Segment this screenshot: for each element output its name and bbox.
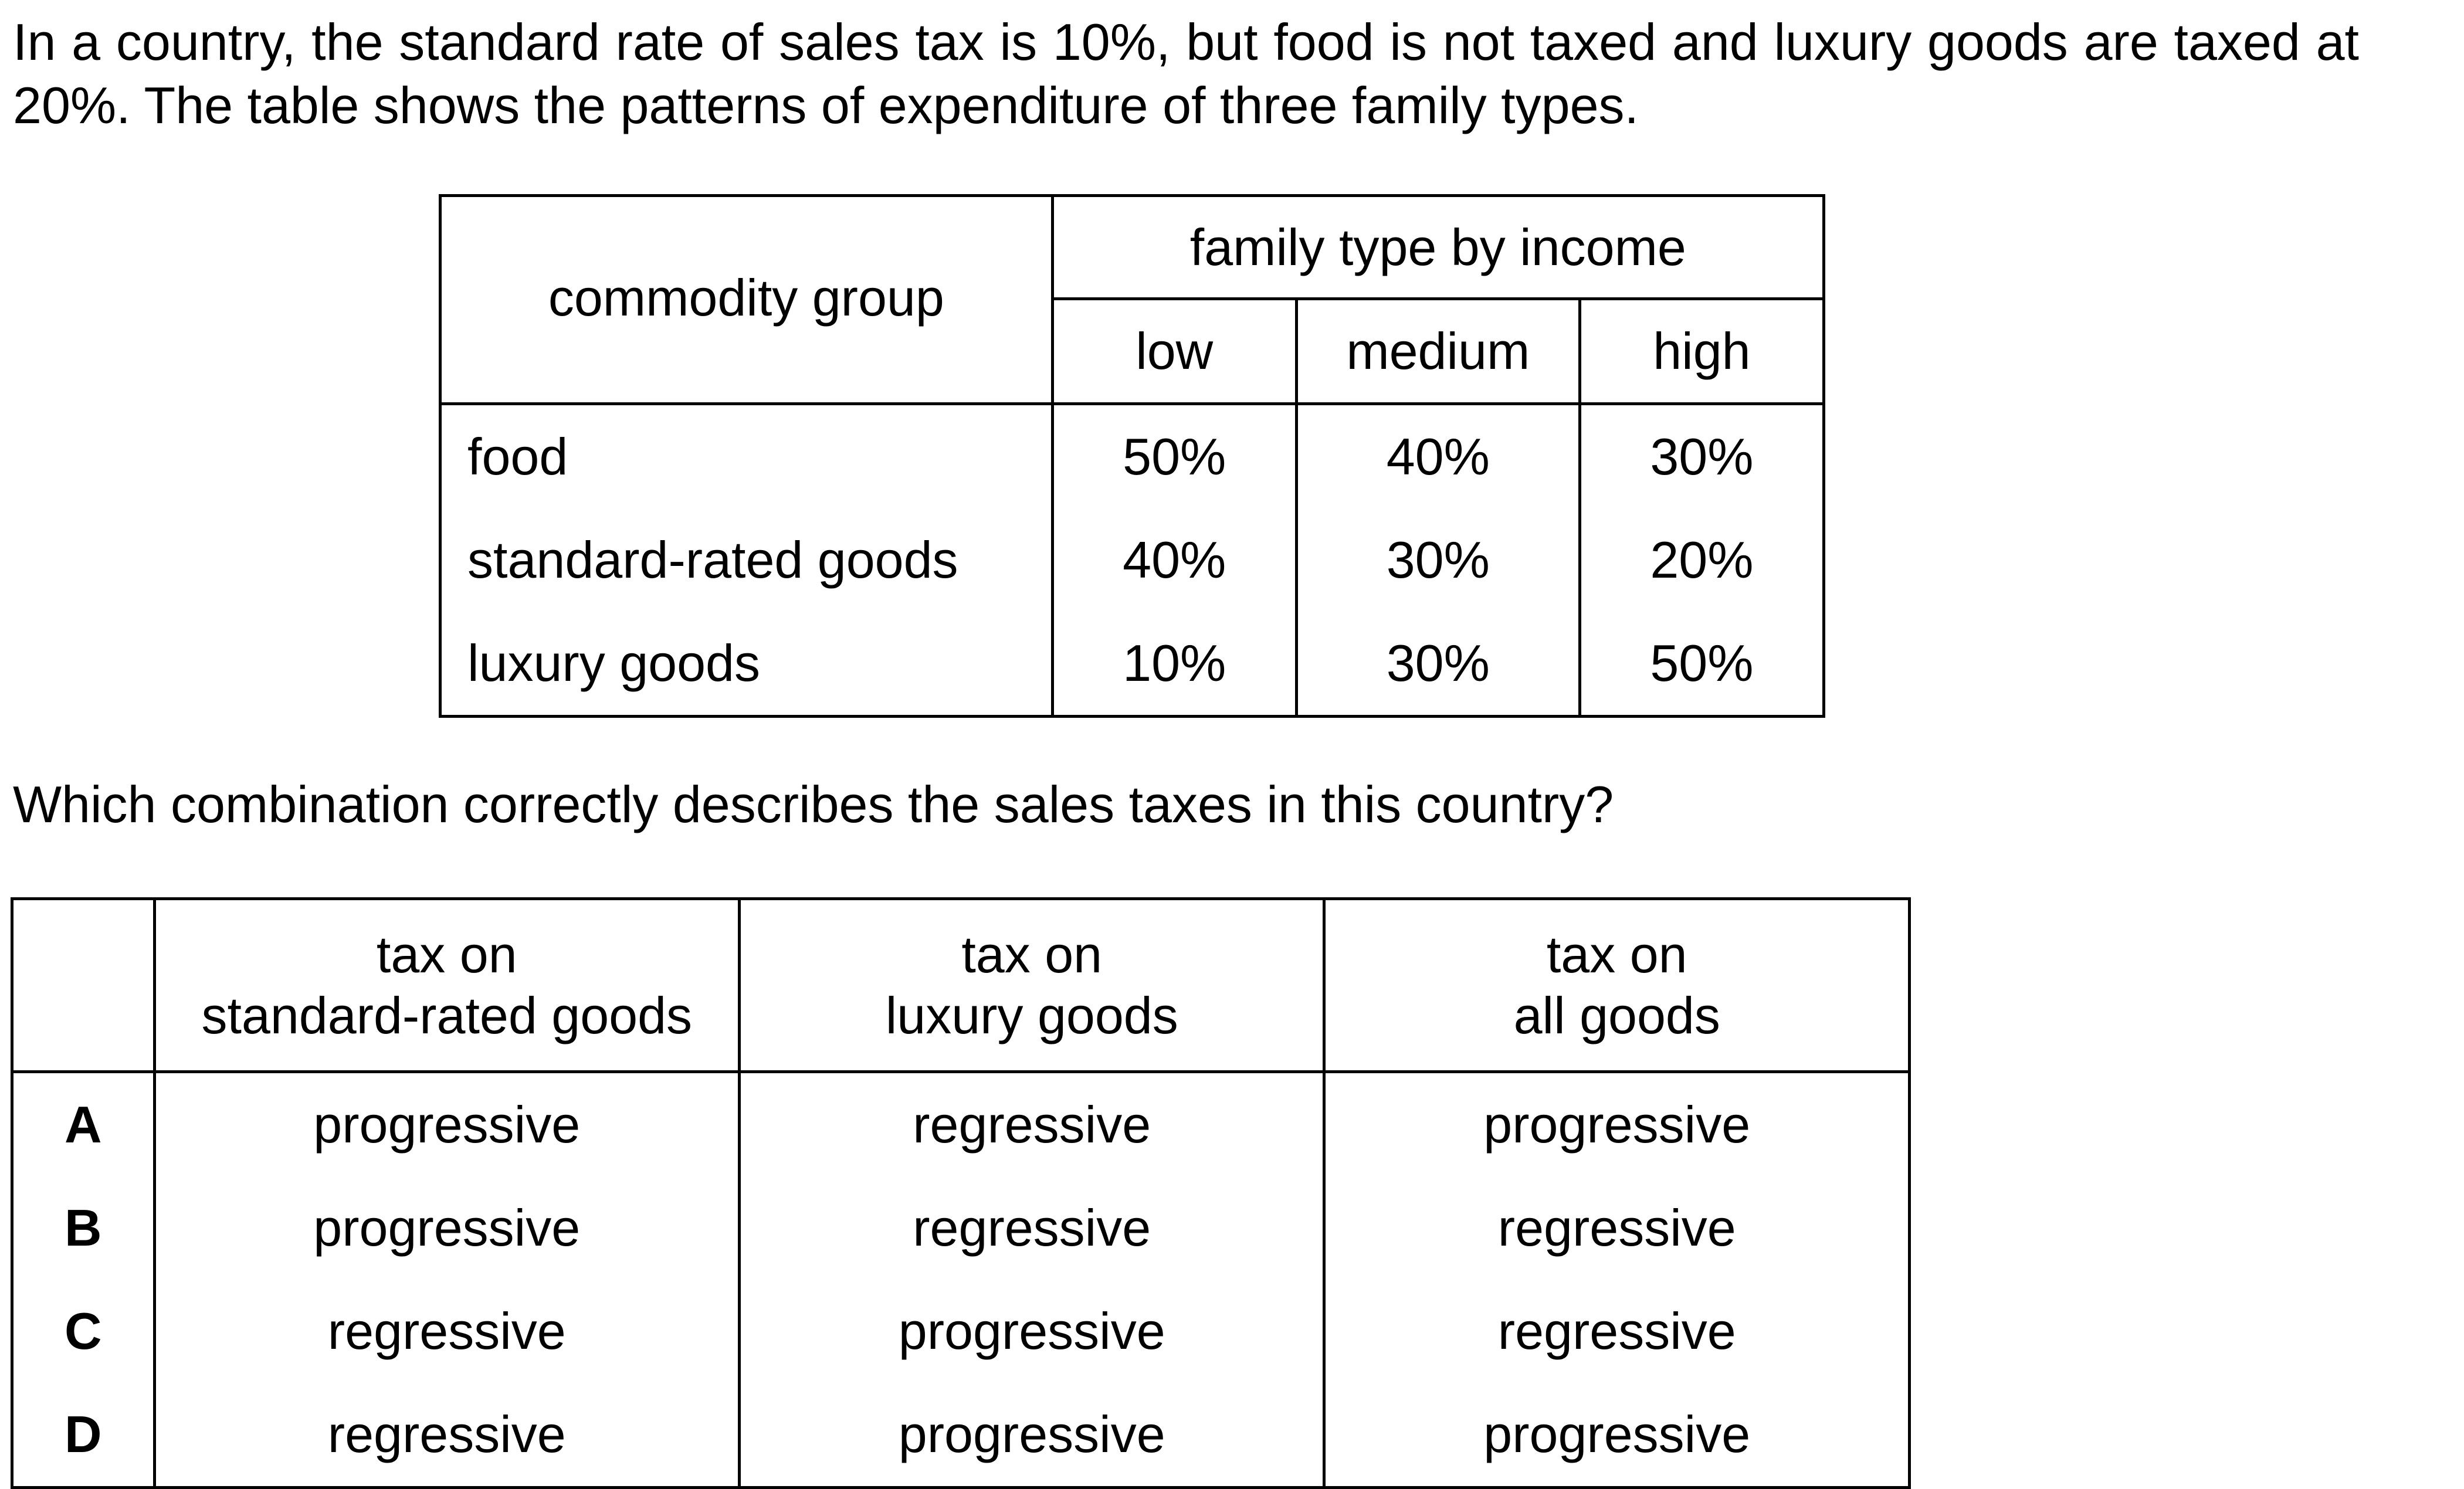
option-row-d[interactable]: D regressive progressive progressive: [11, 1383, 1911, 1489]
table-row-luxury-goods: luxury goods 10% 30% 50%: [439, 612, 1826, 718]
commodity-group-header: commodity group: [439, 194, 1054, 405]
table-cell: progressive: [1323, 1071, 1911, 1176]
header-tax-on-all-goods: tax on all goods: [1323, 897, 1911, 1073]
intro-paragraph: In a country, the standard rate of sales…: [13, 13, 2359, 134]
header-line: tax on: [376, 925, 517, 983]
table-cell: regressive: [152, 1280, 741, 1383]
table-row-food: food 50% 40% 30%: [439, 403, 1826, 508]
options-header-row: tax on standard-rated goods tax on luxur…: [11, 897, 1911, 1073]
header-line: luxury goods: [885, 986, 1178, 1044]
family-type-header: family type by income: [1050, 194, 1826, 301]
header-tax-on-luxury-goods: tax on luxury goods: [737, 897, 1326, 1073]
option-row-b[interactable]: B progressive regressive regressive: [11, 1176, 1911, 1280]
income-level-header-row: low medium high: [440, 299, 1826, 405]
row-label: food: [439, 403, 1054, 508]
header-line: tax on: [961, 925, 1103, 983]
table-cell: 50%: [1578, 612, 1826, 718]
table-cell: regressive: [737, 1071, 1326, 1176]
table-cell: 40%: [1294, 403, 1581, 508]
table-cell: 20%: [1578, 508, 1826, 612]
option-key-header: [11, 897, 156, 1073]
table-cell: regressive: [152, 1383, 741, 1489]
column-header-low: low: [1050, 299, 1298, 405]
answer-options-table: tax on standard-rated goods tax on luxur…: [11, 897, 1911, 1489]
row-label: standard-rated goods: [439, 508, 1054, 612]
table-cell: progressive: [737, 1280, 1326, 1383]
table-cell: regressive: [1323, 1280, 1911, 1383]
table-cell: progressive: [1323, 1383, 1911, 1489]
column-header-medium: medium: [1294, 299, 1581, 405]
option-row-c[interactable]: C regressive progressive regressive: [11, 1280, 1911, 1383]
table-cell: regressive: [737, 1176, 1326, 1280]
table-cell: progressive: [737, 1383, 1326, 1489]
table-cell: progressive: [152, 1071, 741, 1176]
option-key: D: [11, 1383, 156, 1489]
header-tax-on-standard-rated-goods: tax on standard-rated goods: [152, 897, 741, 1073]
option-key: A: [11, 1071, 156, 1176]
option-key: B: [11, 1176, 156, 1280]
table-cell: 30%: [1578, 403, 1826, 508]
header-line: all goods: [1513, 986, 1720, 1044]
table-cell: progressive: [152, 1176, 741, 1280]
column-header-high: high: [1578, 299, 1826, 405]
header-line: tax on: [1546, 925, 1687, 983]
table-row-standard-rated-goods: standard-rated goods 40% 30% 20%: [439, 508, 1826, 612]
expenditure-table: commodity group family type by income lo…: [439, 194, 1826, 718]
table-cell: 40%: [1050, 508, 1298, 612]
table-cell: 30%: [1294, 612, 1581, 718]
question-text: Which combination correctly describes th…: [13, 775, 1614, 833]
table-cell: 30%: [1294, 508, 1581, 612]
option-row-a[interactable]: A progressive regressive progressive: [11, 1071, 1911, 1176]
header-line: standard-rated goods: [201, 986, 693, 1044]
table-cell: regressive: [1323, 1176, 1911, 1280]
table-cell: 50%: [1050, 403, 1298, 508]
option-key: C: [11, 1280, 156, 1383]
expenditure-header-row: commodity group family type by income: [439, 194, 1826, 405]
table-cell: 10%: [1050, 612, 1298, 718]
row-label: luxury goods: [439, 612, 1054, 718]
